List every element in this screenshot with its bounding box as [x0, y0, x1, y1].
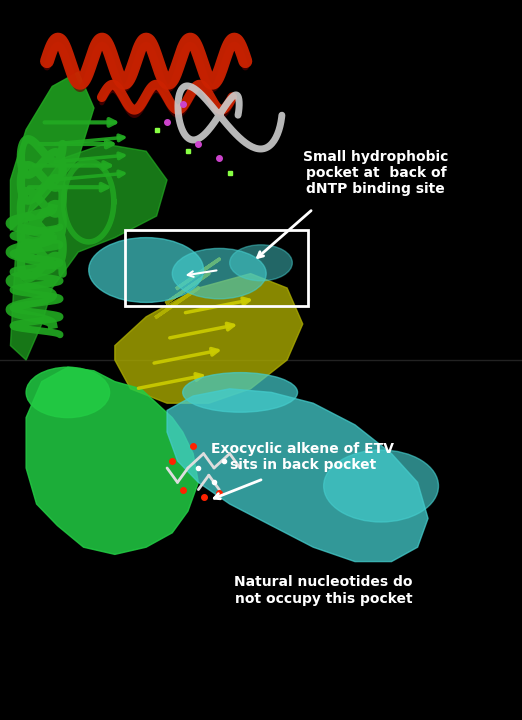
FancyArrowPatch shape [39, 140, 113, 148]
FancyArrowPatch shape [44, 119, 115, 126]
Text: Natural nucleotides do
not occupy this pocket: Natural nucleotides do not occupy this p… [234, 575, 413, 606]
Ellipse shape [26, 367, 110, 418]
FancyArrowPatch shape [170, 323, 233, 338]
Ellipse shape [324, 450, 438, 522]
FancyArrowPatch shape [154, 348, 218, 363]
Text: Small hydrophobic
pocket at  back of
dNTP binding site: Small hydrophobic pocket at back of dNTP… [303, 150, 448, 196]
Ellipse shape [172, 248, 266, 299]
Ellipse shape [183, 373, 298, 412]
FancyArrowPatch shape [34, 162, 110, 169]
Ellipse shape [89, 238, 204, 302]
Bar [125, 230, 308, 306]
Ellipse shape [230, 245, 292, 281]
Polygon shape [115, 274, 303, 403]
FancyArrowPatch shape [29, 184, 108, 191]
Polygon shape [167, 389, 428, 562]
Polygon shape [10, 144, 167, 360]
Text: Exocyclic alkene of ETV
sits in back pocket: Exocyclic alkene of ETV sits in back poc… [211, 442, 394, 472]
FancyArrowPatch shape [55, 153, 124, 162]
FancyArrowPatch shape [55, 135, 124, 144]
Polygon shape [26, 367, 198, 554]
Polygon shape [10, 72, 94, 230]
FancyArrowPatch shape [185, 298, 249, 312]
FancyArrowPatch shape [138, 374, 202, 388]
FancyArrowPatch shape [55, 171, 124, 180]
